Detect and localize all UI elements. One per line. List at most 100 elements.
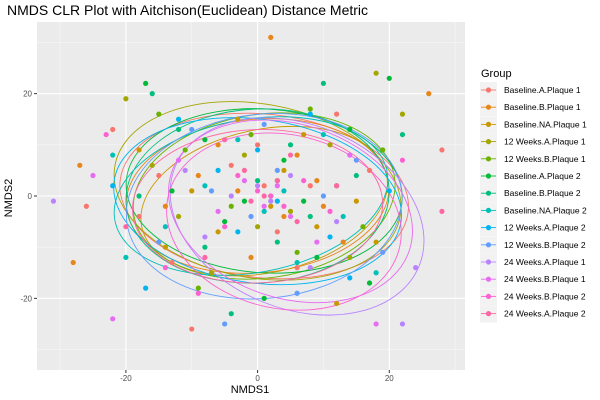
data-point-series-9 — [347, 275, 353, 281]
data-point-series-13 — [235, 172, 241, 179]
data-point-series-10 — [189, 126, 195, 133]
data-point-series-6 — [222, 218, 228, 225]
data-point-series-8 — [202, 183, 208, 189]
data-point-series-1 — [83, 203, 89, 209]
data-point-series-9 — [175, 116, 182, 122]
legend-key-point — [485, 139, 492, 145]
data-point-series-1 — [334, 111, 340, 117]
data-point-series-6 — [347, 126, 353, 133]
data-point-series-2 — [235, 188, 241, 194]
data-point-series-6 — [386, 75, 392, 81]
data-point-series-10 — [248, 213, 254, 220]
data-point-series-13 — [268, 193, 274, 199]
data-point-series-14 — [202, 254, 208, 261]
data-point-series-9 — [235, 229, 241, 235]
data-point-series-13 — [281, 203, 287, 209]
ellipse-14 — [132, 128, 384, 284]
legend-title: Group — [481, 68, 512, 80]
data-point-series-9 — [274, 198, 280, 204]
data-point-series-6 — [241, 198, 248, 204]
data-point-series-13 — [399, 157, 406, 163]
data-point-series-5 — [228, 203, 234, 209]
data-point-series-11 — [287, 172, 294, 179]
data-point-series-5 — [294, 249, 300, 255]
data-point-series-11 — [399, 321, 406, 327]
data-point-series-1 — [156, 172, 162, 179]
legend-label: 12 Weeks.B.Plaque 1 — [504, 154, 586, 164]
data-point-series-14 — [222, 137, 228, 143]
legend: Group Baseline.A.Plaque 1 Baseline.B.Plaq… — [480, 68, 587, 323]
data-point-series-10 — [380, 249, 386, 255]
ellipse-4 — [113, 101, 402, 281]
data-point-series-12 — [175, 157, 182, 163]
data-point-series-12 — [110, 316, 116, 322]
data-point-series-8 — [294, 259, 300, 266]
data-point-series-9 — [143, 285, 149, 291]
data-point-series-14 — [294, 218, 300, 225]
data-point-series-12 — [373, 321, 379, 327]
data-point-series-1 — [274, 229, 280, 235]
data-point-series-5 — [380, 147, 386, 153]
data-point-series-12 — [241, 178, 248, 184]
ellipse-12 — [168, 119, 413, 304]
data-point-series-3 — [215, 229, 221, 235]
data-point-series-6 — [301, 198, 307, 204]
legend-label: Baseline.B.Plaque 1 — [504, 102, 581, 112]
data-point-series-8 — [281, 188, 287, 194]
data-point-series-7 — [136, 193, 142, 199]
legend-key-point — [485, 293, 492, 299]
legend-label: 24 Weeks.A.Plaque 2 — [504, 309, 586, 319]
data-point-series-9 — [215, 167, 221, 174]
data-point-series-7 — [175, 126, 182, 133]
legend-label: 24 Weeks.B.Plaque 1 — [504, 274, 586, 284]
point-layer — [50, 34, 445, 332]
data-point-series-7 — [274, 239, 280, 245]
data-point-series-11 — [228, 193, 234, 199]
data-point-series-2 — [195, 172, 201, 179]
data-point-series-1 — [136, 213, 142, 220]
data-point-series-4 — [327, 142, 333, 148]
data-point-series-4 — [149, 162, 155, 168]
data-point-series-9 — [307, 111, 313, 117]
data-point-series-10 — [274, 167, 280, 174]
x-tick-label: -20 — [120, 374, 132, 383]
data-point-series-2 — [77, 162, 83, 168]
data-point-series-11 — [268, 198, 274, 204]
data-point-series-4 — [254, 224, 261, 230]
data-point-series-12 — [314, 239, 320, 245]
y-tick-label: -20 — [20, 294, 32, 303]
legend-key-point — [485, 207, 492, 213]
data-point-series-2 — [281, 213, 287, 220]
data-point-series-3 — [373, 239, 379, 245]
data-point-series-1 — [439, 147, 445, 153]
data-point-series-8 — [123, 254, 129, 261]
data-point-series-7 — [399, 131, 406, 138]
data-point-series-9 — [386, 188, 392, 194]
data-point-series-12 — [90, 172, 96, 179]
data-point-series-7 — [287, 142, 294, 148]
data-point-series-10 — [156, 239, 162, 245]
ellipse-layer — [113, 101, 425, 316]
data-point-series-8 — [235, 137, 241, 143]
data-point-series-1 — [228, 162, 234, 168]
legend-key-point — [485, 87, 492, 93]
legend-key-point — [485, 259, 492, 265]
data-point-series-13 — [254, 188, 261, 194]
chart-title: NMDS CLR Plot with Aitchison(Euclidean) … — [7, 2, 368, 18]
data-point-series-10 — [208, 188, 215, 194]
legend-label: Baseline.A.Plaque 1 — [504, 85, 581, 95]
data-point-series-14 — [241, 167, 248, 174]
y-axis-title: NMDS2 — [3, 179, 15, 218]
legend-label: 24 Weeks.A.Plaque 1 — [504, 257, 586, 267]
ellipse-1 — [119, 112, 409, 280]
data-point-series-4 — [373, 70, 379, 76]
data-point-series-2 — [248, 254, 254, 261]
data-point-series-10 — [261, 121, 267, 127]
legend-label: 12 Weeks.B.Plaque 2 — [504, 240, 586, 250]
data-point-series-2 — [70, 259, 76, 266]
data-point-series-2 — [215, 142, 221, 148]
data-point-series-9 — [254, 147, 261, 153]
data-point-series-11 — [50, 198, 57, 204]
data-point-series-8 — [162, 224, 168, 230]
